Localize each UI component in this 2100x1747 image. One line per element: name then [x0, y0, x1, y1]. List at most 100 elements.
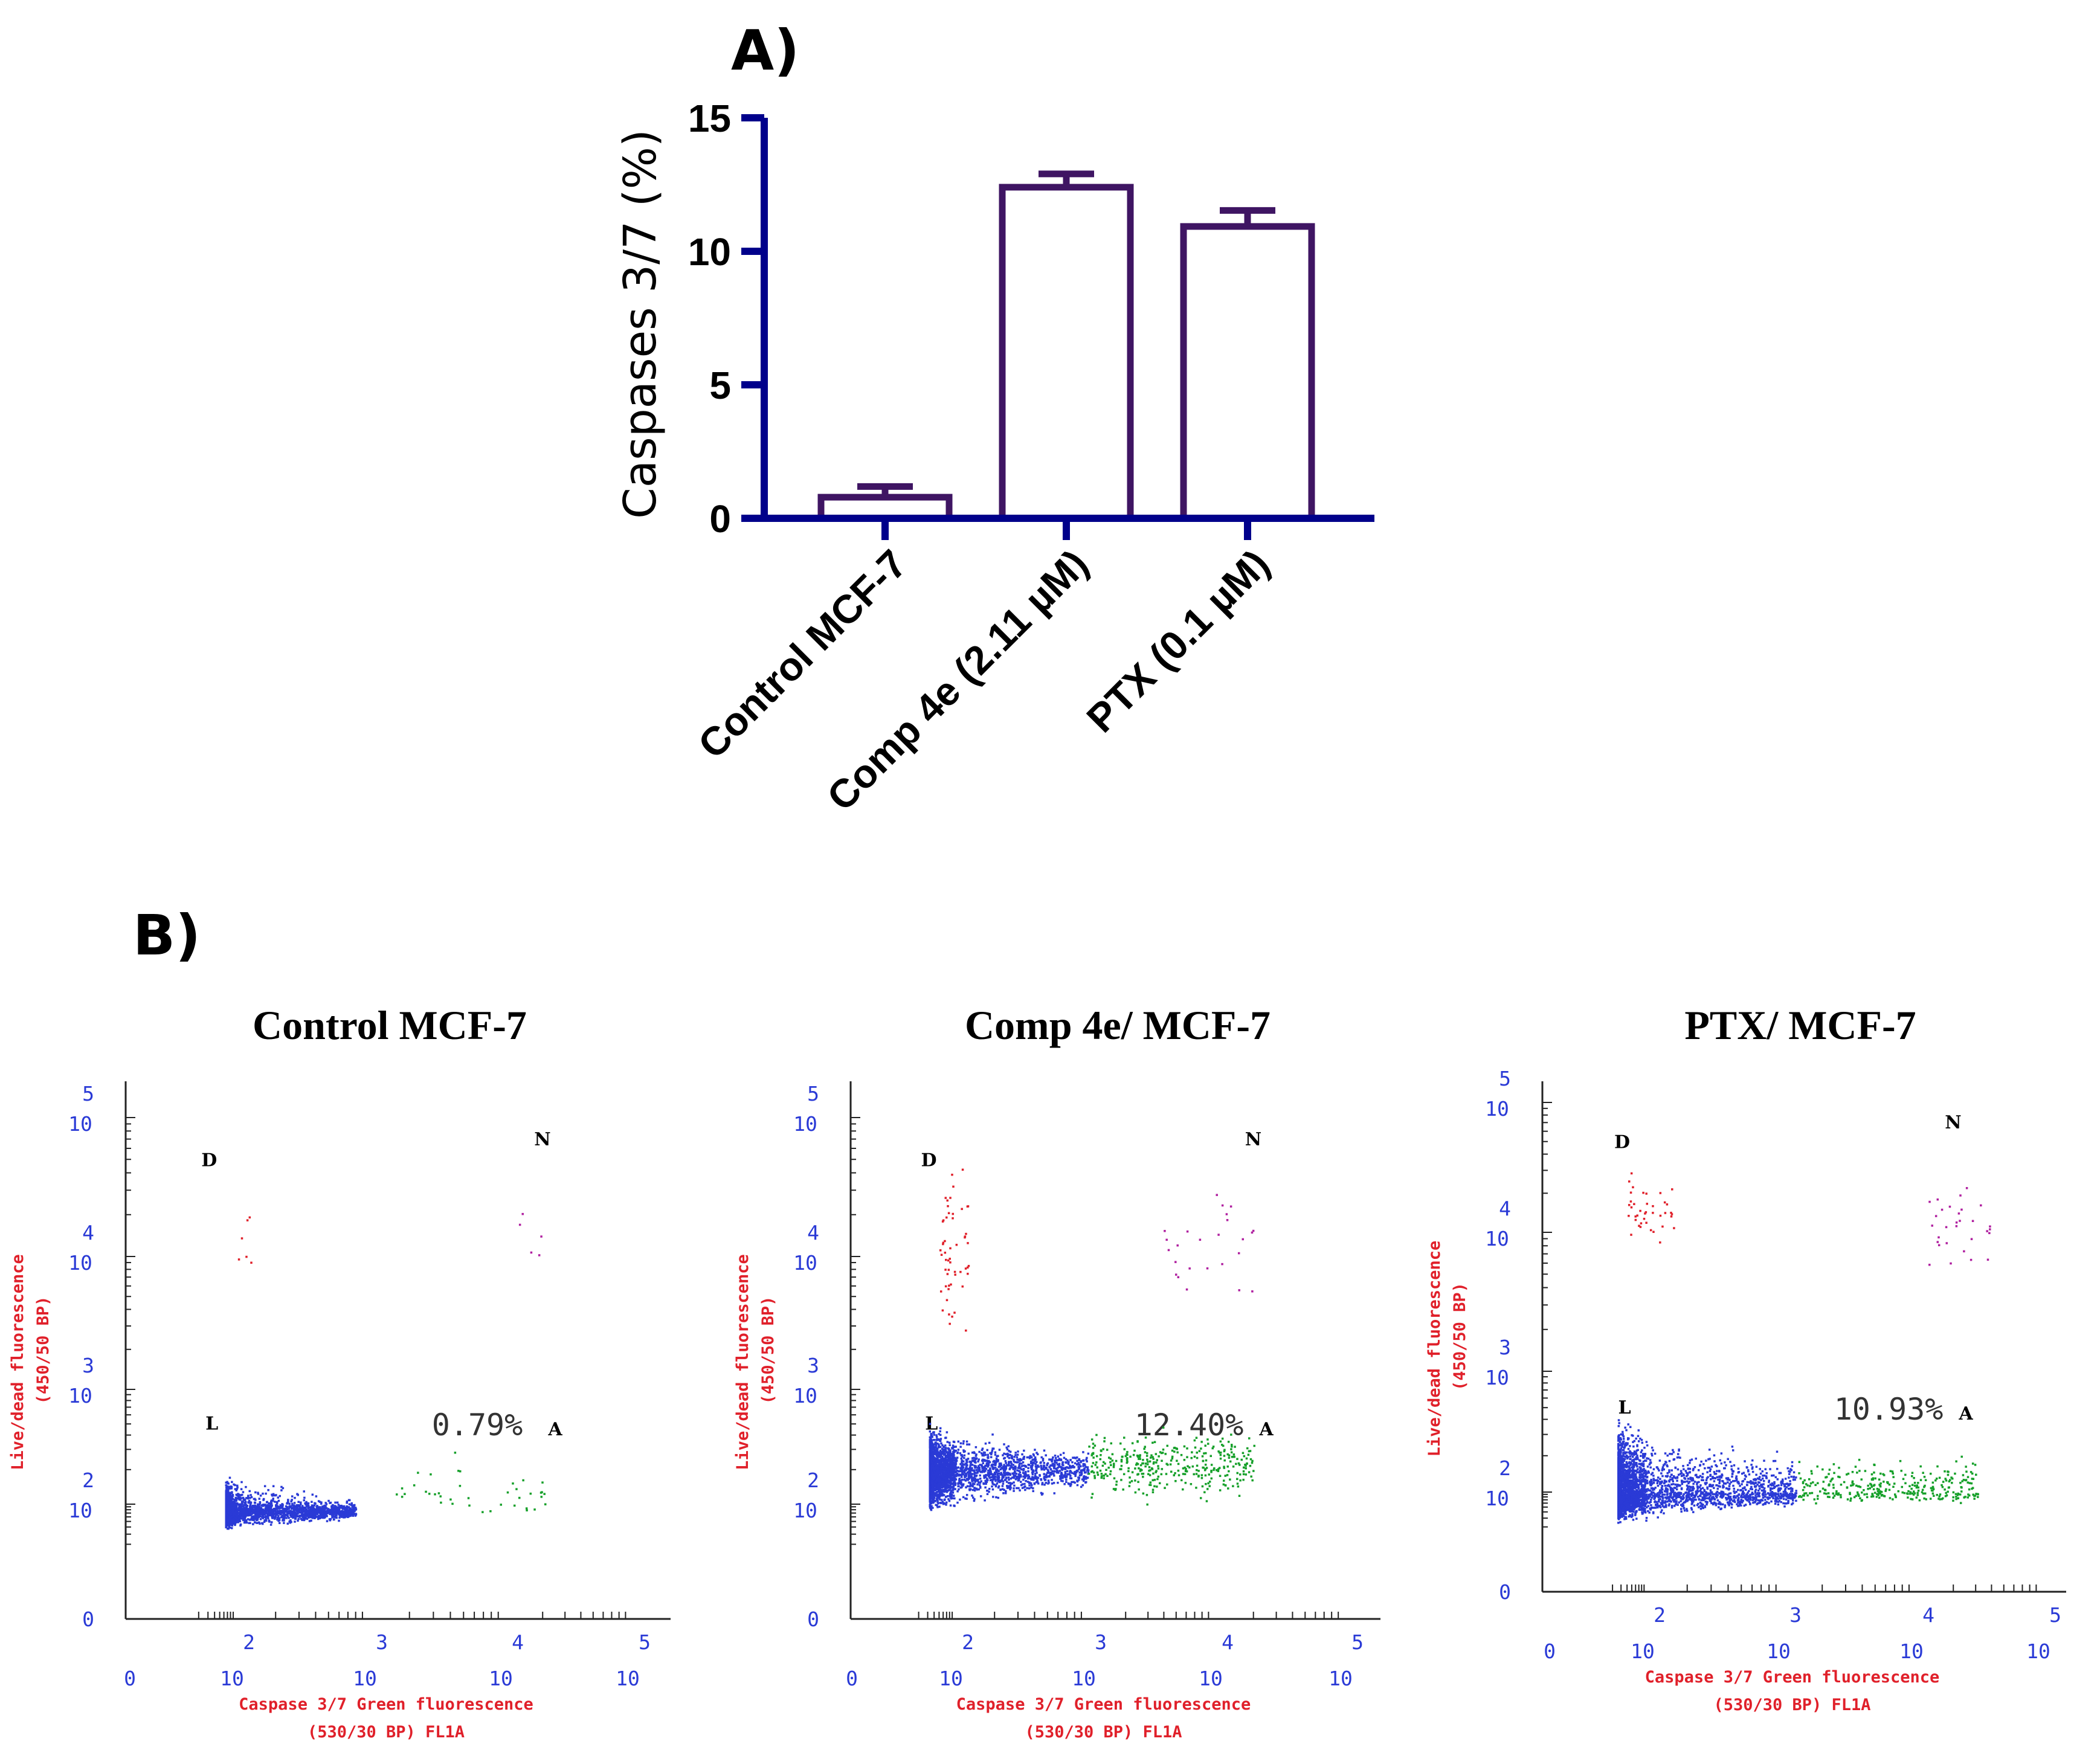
event-dot — [303, 1511, 306, 1513]
event-dot — [1036, 1479, 1039, 1482]
population-apoptotic-green — [396, 1452, 547, 1513]
event-dot — [1028, 1484, 1031, 1487]
event-dot — [274, 1517, 276, 1520]
event-dot — [1040, 1466, 1043, 1469]
event-dot — [971, 1457, 974, 1459]
event-dot — [952, 1440, 955, 1443]
event-dot — [1000, 1473, 1003, 1476]
event-dot — [292, 1512, 295, 1515]
event-dot — [232, 1521, 235, 1523]
event-dot — [290, 1520, 292, 1523]
event-dot — [1064, 1472, 1067, 1475]
event-dot — [230, 1506, 233, 1509]
event-dot — [239, 1523, 242, 1526]
event-dot — [999, 1462, 1002, 1465]
event-dot — [938, 1459, 940, 1461]
event-dot — [318, 1515, 321, 1518]
event-dot — [978, 1488, 980, 1491]
event-dot — [300, 1508, 303, 1511]
event-dot — [540, 1496, 543, 1498]
event-dot — [950, 1493, 952, 1496]
event-dot — [228, 1510, 231, 1513]
event-dot — [937, 1493, 940, 1496]
event-dot — [291, 1514, 294, 1517]
event-dot — [1013, 1481, 1015, 1484]
event-dot — [338, 1511, 341, 1514]
event-dot — [347, 1512, 350, 1515]
event-dot — [323, 1514, 326, 1517]
event-dot — [944, 1480, 946, 1483]
event-dot — [353, 1504, 356, 1507]
event-dot — [243, 1521, 246, 1524]
event-dot — [512, 1482, 514, 1485]
event-dot — [260, 1511, 262, 1513]
event-dot — [268, 1502, 270, 1505]
event-dot — [1010, 1477, 1013, 1480]
event-dot — [401, 1487, 404, 1490]
event-dot — [242, 1496, 245, 1499]
event-dot — [240, 1517, 243, 1520]
event-dot — [237, 1509, 240, 1512]
event-dot — [960, 1484, 963, 1486]
event-dot — [949, 1504, 952, 1507]
event-dot — [1034, 1462, 1037, 1465]
event-dot — [949, 1450, 951, 1453]
event-dot — [988, 1461, 991, 1464]
event-dot — [230, 1518, 233, 1521]
event-dot — [965, 1475, 968, 1478]
event-dot — [291, 1502, 294, 1505]
event-dot — [313, 1514, 316, 1516]
event-dot — [274, 1514, 277, 1517]
flow-y-tick-base: 10 — [68, 1251, 92, 1275]
event-dot — [930, 1508, 932, 1510]
event-dot — [286, 1512, 289, 1515]
event-dot — [256, 1522, 258, 1524]
event-dot — [959, 1463, 962, 1465]
event-dot — [1065, 1478, 1068, 1481]
event-dot — [240, 1501, 243, 1503]
event-dot — [952, 1476, 955, 1479]
event-dot — [396, 1493, 398, 1496]
event-dot — [938, 1490, 941, 1493]
event-dot — [1034, 1458, 1037, 1461]
event-dot — [253, 1498, 256, 1501]
event-dot — [973, 1483, 976, 1485]
event-dot — [317, 1511, 320, 1513]
event-dot — [1022, 1461, 1025, 1464]
bar-y-tick-label: 0 — [709, 497, 731, 541]
event-dot — [1032, 1458, 1035, 1461]
event-dot — [933, 1447, 935, 1450]
event-dot — [1013, 1472, 1016, 1475]
event-dot — [958, 1488, 960, 1491]
event-dot — [1019, 1467, 1022, 1469]
event-dot — [1056, 1459, 1059, 1461]
event-dot — [306, 1503, 309, 1505]
event-dot — [287, 1501, 289, 1503]
event-dot — [518, 1223, 521, 1226]
event-dot — [1019, 1462, 1021, 1464]
event-dot — [968, 1485, 971, 1488]
event-dot — [285, 1505, 288, 1508]
event-dot — [354, 1507, 357, 1509]
flow-y-tick-base: 10 — [68, 1499, 92, 1522]
event-dot — [253, 1501, 256, 1504]
event-dot — [1005, 1462, 1007, 1464]
event-dot — [261, 1510, 264, 1513]
event-dot — [228, 1504, 231, 1507]
event-dot — [939, 1481, 942, 1484]
event-dot — [1036, 1453, 1039, 1456]
event-dot — [1086, 1466, 1089, 1469]
event-dot — [225, 1525, 228, 1528]
event-dot — [260, 1513, 263, 1516]
event-dot — [238, 1504, 240, 1507]
event-dot — [307, 1513, 310, 1516]
event-dot — [1022, 1475, 1025, 1478]
event-dot — [1032, 1487, 1034, 1490]
event-dot — [291, 1495, 294, 1498]
event-dot — [953, 1446, 956, 1448]
event-dot — [1013, 1458, 1015, 1461]
event-dot — [251, 1507, 254, 1510]
event-dot — [323, 1512, 326, 1515]
event-dot — [950, 1459, 953, 1462]
event-dot — [249, 1497, 251, 1499]
